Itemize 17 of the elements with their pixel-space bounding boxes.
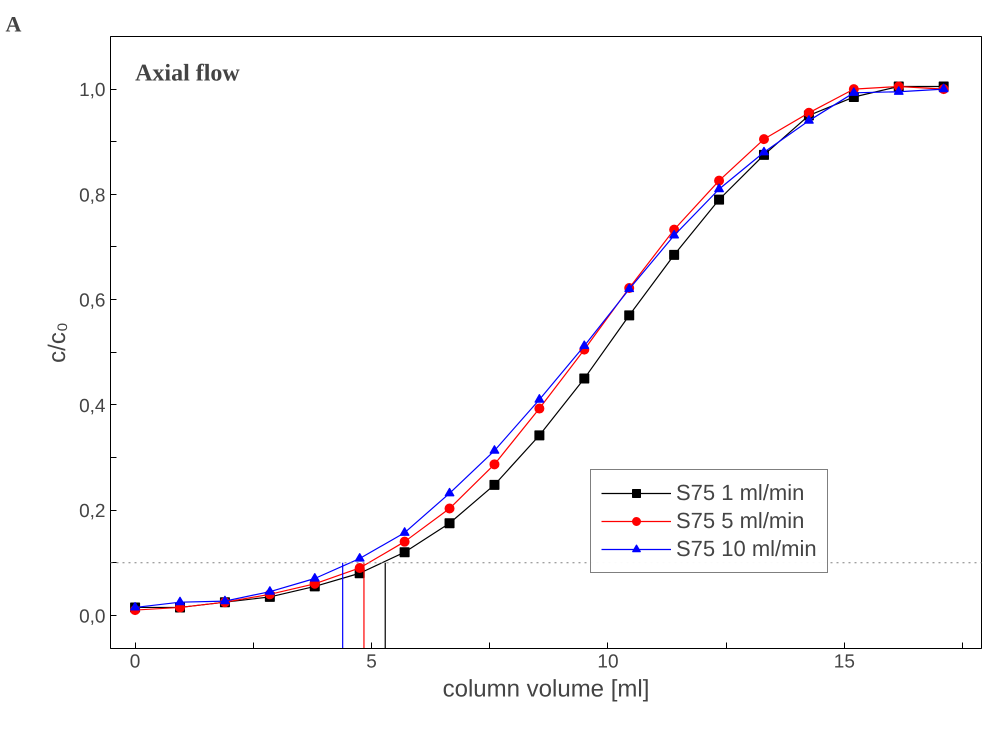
y-tick-label: 0,2 [79,501,106,522]
annotation: Axial flow [135,60,240,86]
y-tick-label: 0,0 [79,606,106,628]
y-tick-label: 1,0 [79,80,106,102]
y-tick-label: 0,8 [79,185,106,206]
legend-label: S75 10 ml/min [676,536,817,562]
legend-label: S75 5 ml/min [676,508,804,534]
y-tick-label: 0,4 [79,396,106,417]
y-tick-label: 0,6 [79,290,106,312]
x-tick-label: 5 [366,652,377,672]
x-tick-label: 10 [597,652,619,672]
y-axis-title: c/c₀ [44,322,72,363]
text: A [6,12,22,36]
legend-label: S75 1 ml/min [676,480,804,506]
x-axis-title: column volume [ml] [442,676,650,702]
x-tick-label: 0 [130,652,140,672]
x-tick-label: 15 [834,652,855,672]
